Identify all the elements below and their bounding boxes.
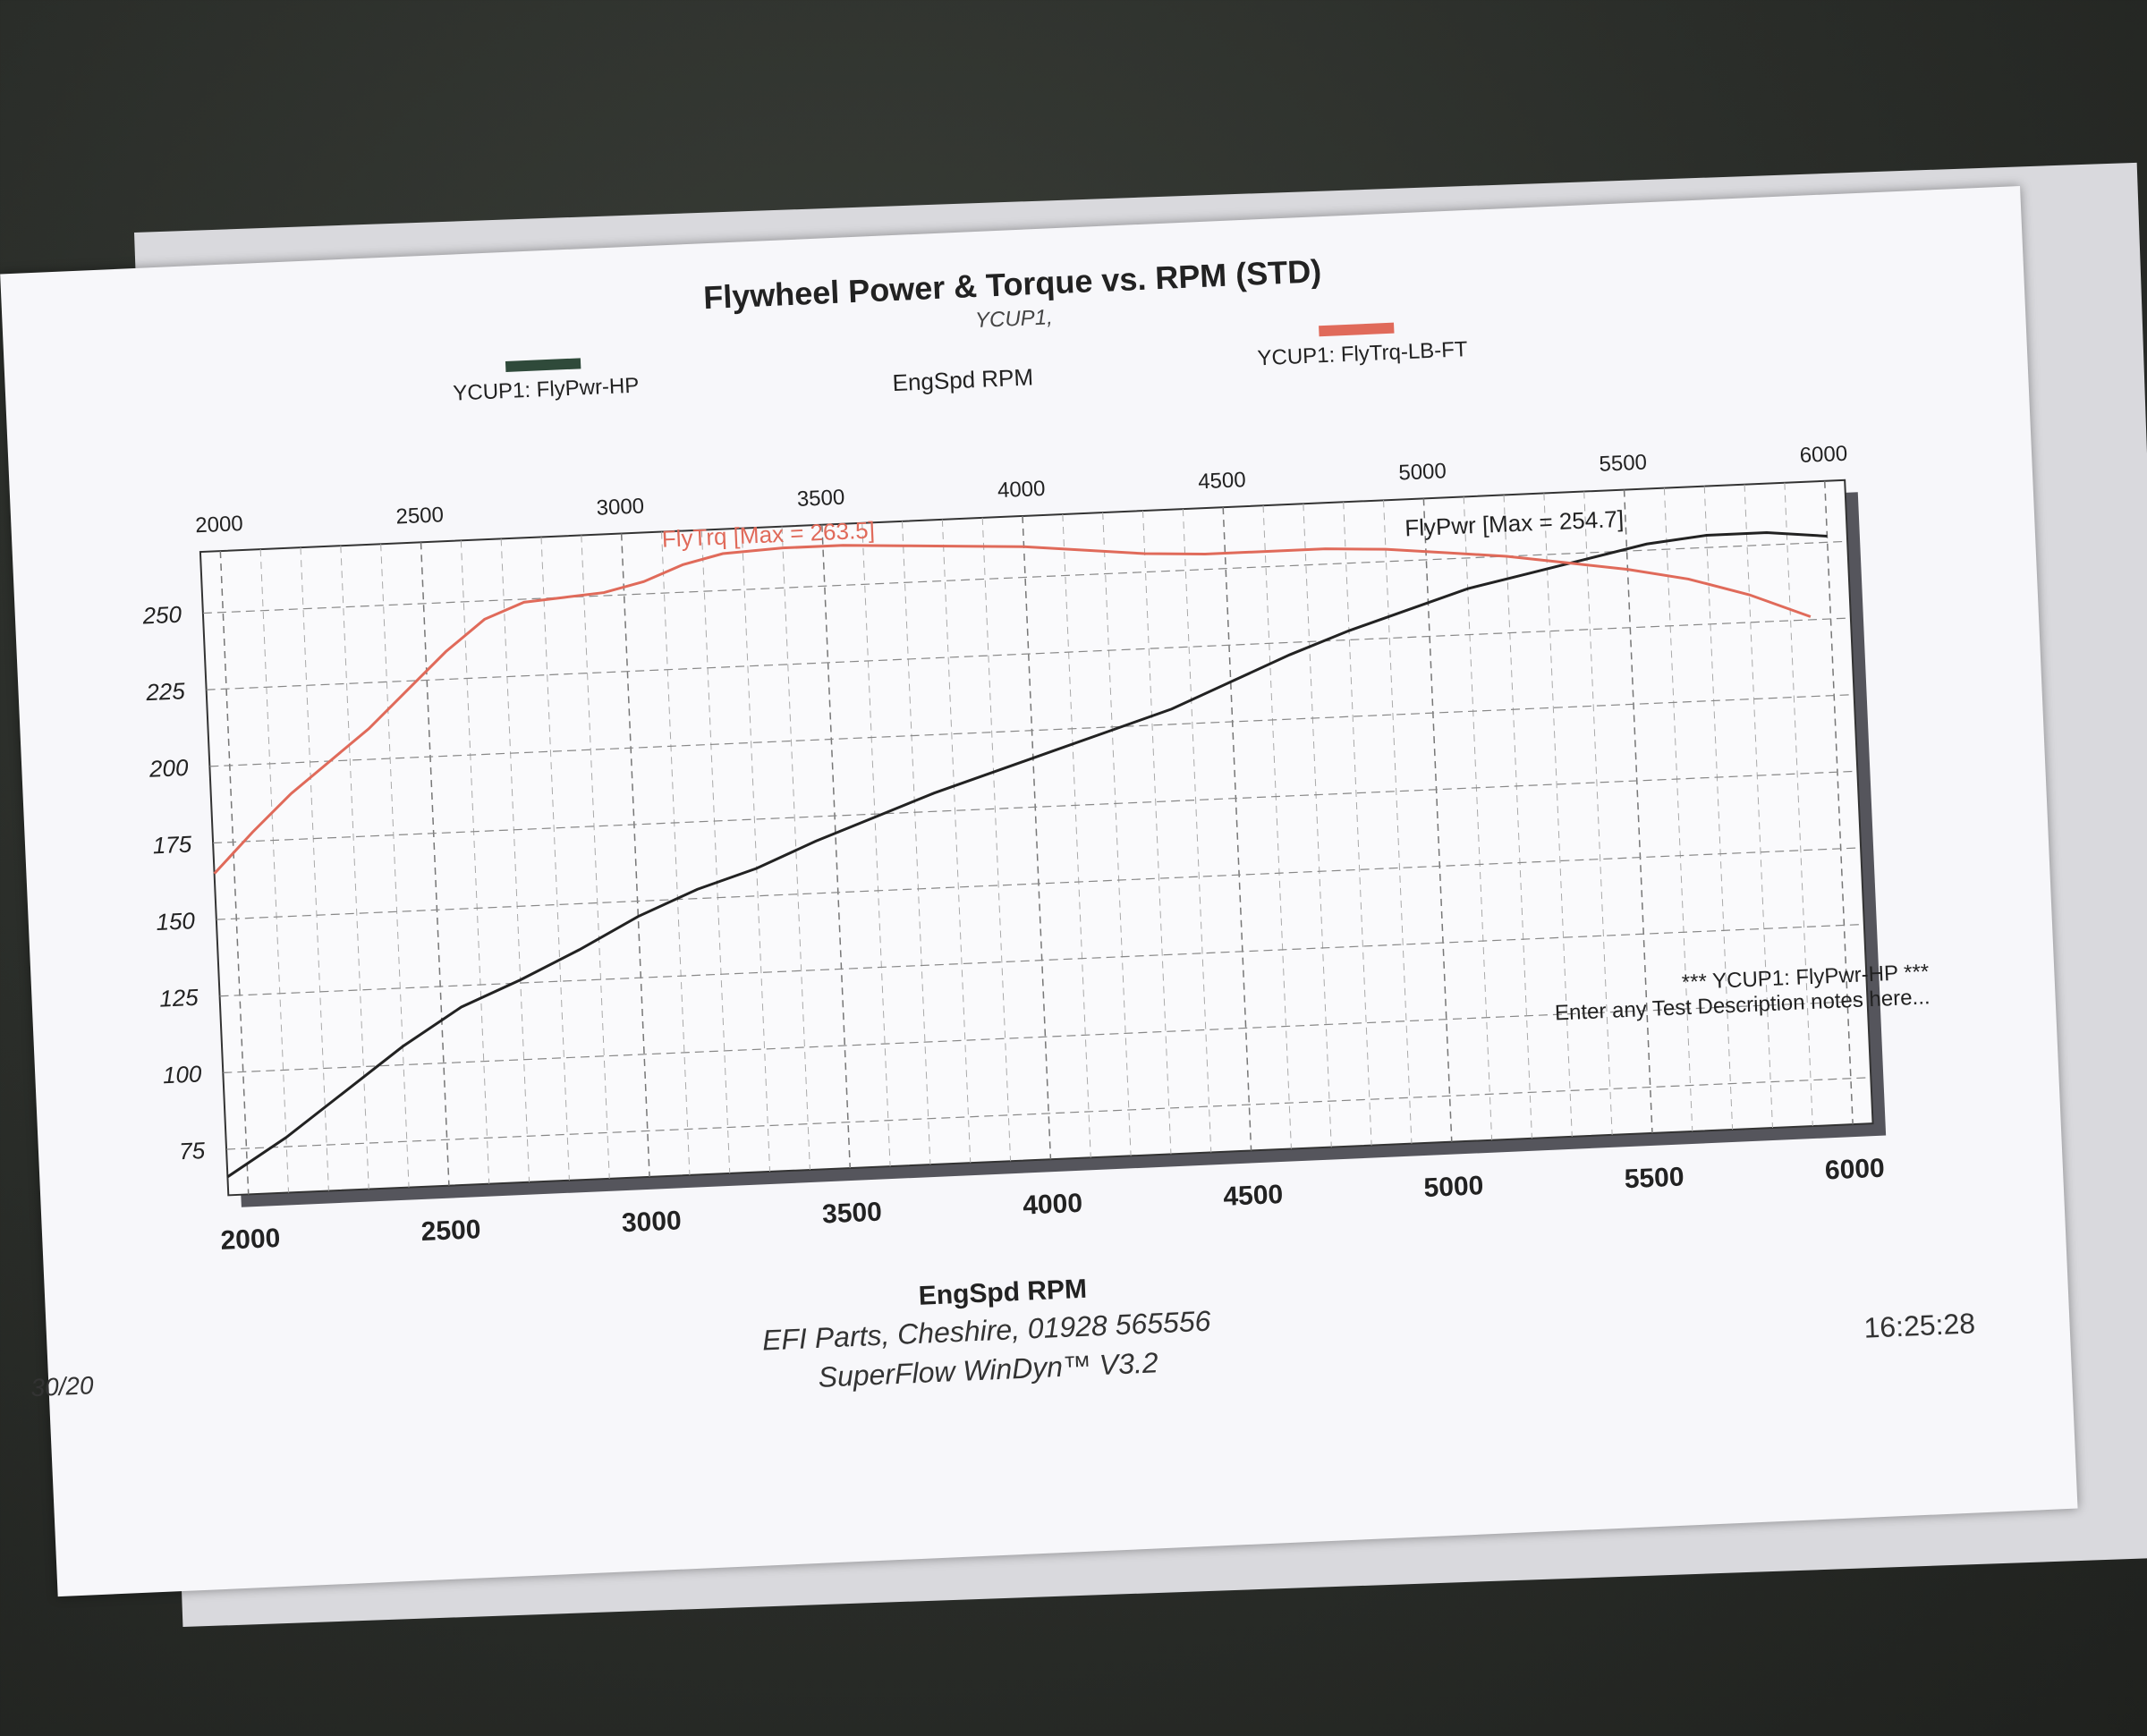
grid-line-vertical [1583,491,1613,1135]
x-tick-label-top: 3000 [596,494,645,520]
x-tick-label-top: 4500 [1198,468,1247,494]
x-tick-label-top: 6000 [1799,442,1848,468]
grid-line-vertical [1383,500,1413,1144]
legend-swatch-power [505,358,581,372]
grid-line-vertical [1102,512,1132,1156]
grid-line-vertical [1222,507,1252,1151]
grid-line-vertical [420,542,450,1186]
power-curve [226,531,1828,1179]
x-tick-label-top: 3500 [796,486,845,512]
torque-curve [213,544,1812,875]
x-tick-label-top: 5000 [1398,459,1447,485]
grid-line-vertical [902,521,931,1165]
y-tick-label: 250 [141,601,182,630]
dyno-chart: 2000 2000 2500 2500 3000 3000 3500 3500 4000 4000… [141,442,1887,1256]
grid-line-vertical [781,526,810,1171]
grid-line-vertical [259,549,290,1193]
grid-line-horizontal [209,693,1854,767]
grid-line-vertical [941,519,972,1164]
grid-line-horizontal [202,540,1848,614]
grid-line-vertical [1703,486,1734,1131]
x-tick-label-top: 5500 [1599,450,1648,476]
grid-line-horizontal [219,923,1864,997]
grid-line-vertical [1022,515,1052,1160]
x-tick-label-bottom: 2500 [420,1215,481,1247]
grid-line-horizontal [213,770,1858,844]
x-tick-label-bottom: 5500 [1624,1162,1685,1194]
x-tick-label-top: 2500 [395,503,445,529]
legend-swatch-torque [1319,322,1395,337]
y-tick-label: 100 [162,1060,202,1088]
grid-line-vertical [581,535,610,1179]
x-tick-label-bottom: 2000 [220,1224,281,1256]
grid-line-vertical [1422,498,1453,1142]
grid-line-vertical [1062,513,1091,1158]
dyno-printout: Flywheel Power & Torque vs. RPM (STD) YC… [0,185,2078,1597]
grid-line-vertical [1343,502,1372,1146]
y-tick-label: 125 [159,984,199,1012]
grid-line-horizontal [216,847,1862,920]
grid-line-vertical [1463,496,1493,1140]
grid-line-vertical [1303,504,1332,1147]
grid-line-vertical [500,538,530,1182]
print-date: 30/20 [30,1371,95,1402]
grid-line-vertical [700,529,731,1173]
x-tick-label-bottom: 4000 [1023,1189,1083,1221]
grid-line-horizontal [206,617,1851,690]
grid-line-vertical [861,522,891,1167]
x-tick-label-bottom: 4500 [1223,1180,1284,1212]
x-tick-label-top: 2000 [195,512,244,538]
y-tick-label: 75 [179,1137,207,1164]
grid-line-vertical [981,517,1012,1162]
x-tick-label-bottom: 3500 [821,1198,882,1230]
grid-line-vertical [1823,480,1854,1125]
x-tick-label-top: 4000 [997,477,1046,503]
grid-line-vertical [340,546,369,1190]
grid-line-vertical [219,551,250,1195]
grid-line-vertical [540,537,570,1181]
grid-line-horizontal [226,1077,1871,1150]
y-tick-label: 150 [156,907,196,936]
grid-line-vertical [1663,487,1693,1131]
x-tick-label-bottom: 5000 [1423,1171,1484,1203]
grid-line-vertical [620,533,650,1177]
x-tick-label-bottom: 3000 [621,1206,682,1238]
y-tick-label: 200 [148,754,189,783]
x-tick-label-bottom: 6000 [1824,1154,1885,1186]
y-tick-label: 175 [152,831,192,860]
grid-line-vertical [1142,511,1172,1155]
grid-line-vertical [1784,482,1813,1127]
print-time: 16:25:28 [1863,1307,1976,1344]
grid-line-vertical [661,531,691,1175]
grid-line-vertical [1744,484,1773,1129]
grid-line-vertical [1503,495,1532,1139]
y-tick-label: 225 [145,677,186,706]
grid-line-horizontal [223,1000,1868,1073]
